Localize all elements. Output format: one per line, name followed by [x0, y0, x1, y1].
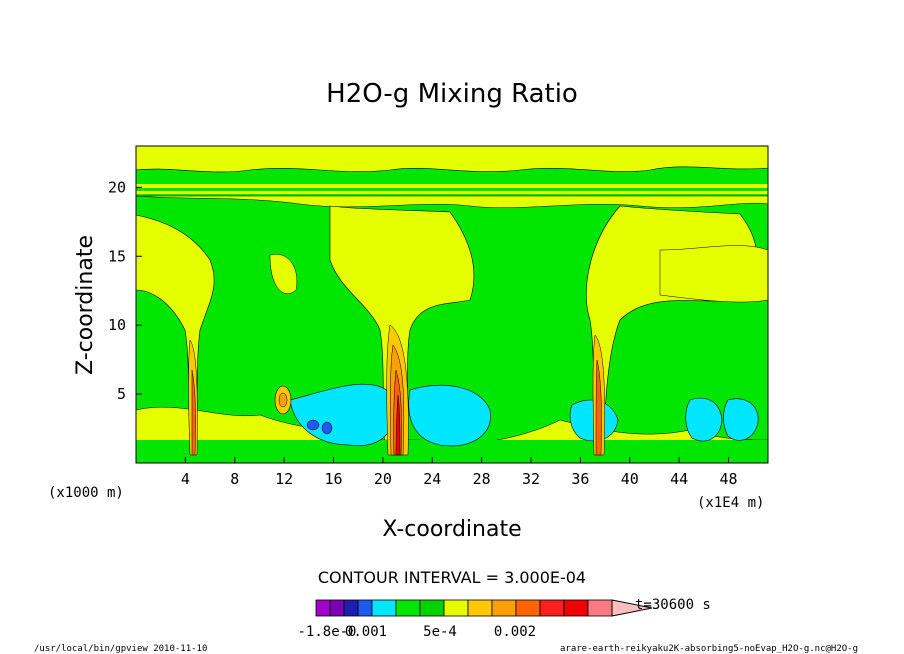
- plume-center: [329, 205, 475, 456]
- colorbar-swatch: [395, 599, 421, 617]
- x-tick-label: 36: [571, 470, 589, 488]
- colorbar-labels: -1.8e-00.001 5e-4 0.002: [297, 624, 536, 640]
- colorbar-swatch: [515, 599, 541, 617]
- column-left: [188, 339, 198, 456]
- colorbar-swatch: [357, 599, 373, 617]
- colorbar-label: -1.8e-0: [297, 624, 356, 640]
- colorbar-label: 0.002: [494, 624, 536, 640]
- y-tick-label: 15: [108, 247, 126, 265]
- region-cyan-5: [723, 398, 759, 441]
- region-bottom-green: [136, 440, 768, 463]
- colorbar-swatch: [539, 599, 565, 617]
- x-axis: 4 8 12 16 20 24 28 32 36 40 44 48: [181, 457, 738, 488]
- blue-dot-2: [321, 421, 333, 435]
- region-cyan-2: [408, 384, 491, 447]
- x-tick-label: 20: [374, 470, 392, 488]
- y-axis-label: Z-coordinate: [73, 235, 98, 375]
- x-tick-label: 40: [621, 470, 639, 488]
- colorbar-label: 0.001: [345, 624, 387, 640]
- patch-upper-left: [269, 253, 298, 294]
- colorbar-swatch: [329, 599, 345, 617]
- footer-right: arare-earth-reikyaku2K-absorbing5-noEvap…: [560, 644, 858, 654]
- x-tick-label: 12: [275, 470, 293, 488]
- y-tick-label: 10: [108, 316, 126, 334]
- x-tick-label: 28: [473, 470, 491, 488]
- region-top-band: [135, 145, 769, 173]
- y-axis: 5 10 15 20: [108, 178, 142, 403]
- column-right: [592, 334, 605, 456]
- column-center: [386, 324, 409, 456]
- region-upper-yellow: [135, 195, 769, 208]
- colorbar-swatch: [343, 599, 359, 617]
- colorbar-swatch: [467, 599, 493, 617]
- colorbar: [315, 599, 653, 617]
- footer-left: /usr/local/bin/gpview 2010-11-10: [34, 644, 207, 654]
- x-tick-label: 32: [522, 470, 540, 488]
- colorbar-arrow: [611, 599, 653, 617]
- x-tick-label: 44: [670, 470, 688, 488]
- x-unit-left: (x1000 m): [48, 485, 124, 501]
- plot-area: [135, 145, 769, 464]
- colorbar-swatch: [587, 599, 613, 617]
- band-z20-b: [136, 191, 768, 194]
- region-cyan-4: [685, 397, 723, 442]
- x-tick-label: 16: [324, 470, 342, 488]
- orange-eye-core: [278, 392, 288, 408]
- y-tick-label: 5: [117, 385, 126, 403]
- colorbar-swatch: [491, 599, 517, 617]
- colorbar-swatch: [315, 599, 331, 617]
- x-tick-label: 8: [230, 470, 239, 488]
- colorbar-label: 5e-4: [423, 624, 457, 640]
- y-tick-label: 20: [108, 178, 126, 196]
- time-label: t=30600 s: [635, 597, 711, 613]
- colorbar-swatch: [443, 599, 469, 617]
- blue-dot-1: [306, 419, 320, 431]
- plot-frame: [135, 145, 769, 464]
- region-right-mid: [659, 245, 769, 303]
- contour-interval: CONTOUR INTERVAL = 3.000E-04: [318, 568, 586, 587]
- x-axis-label: X-coordinate: [382, 517, 521, 542]
- colorbar-swatch: [563, 599, 589, 617]
- chart-title: H2O-g Mixing Ratio: [326, 79, 578, 109]
- x-tick-label: 4: [181, 470, 190, 488]
- x-tick-label: 48: [719, 470, 737, 488]
- band-z20-a: [136, 184, 768, 188]
- x-tick-label: 24: [423, 470, 441, 488]
- x-unit-right: (x1E4 m): [697, 495, 764, 511]
- colorbar-swatch: [371, 599, 397, 617]
- colorbar-swatch: [419, 599, 445, 617]
